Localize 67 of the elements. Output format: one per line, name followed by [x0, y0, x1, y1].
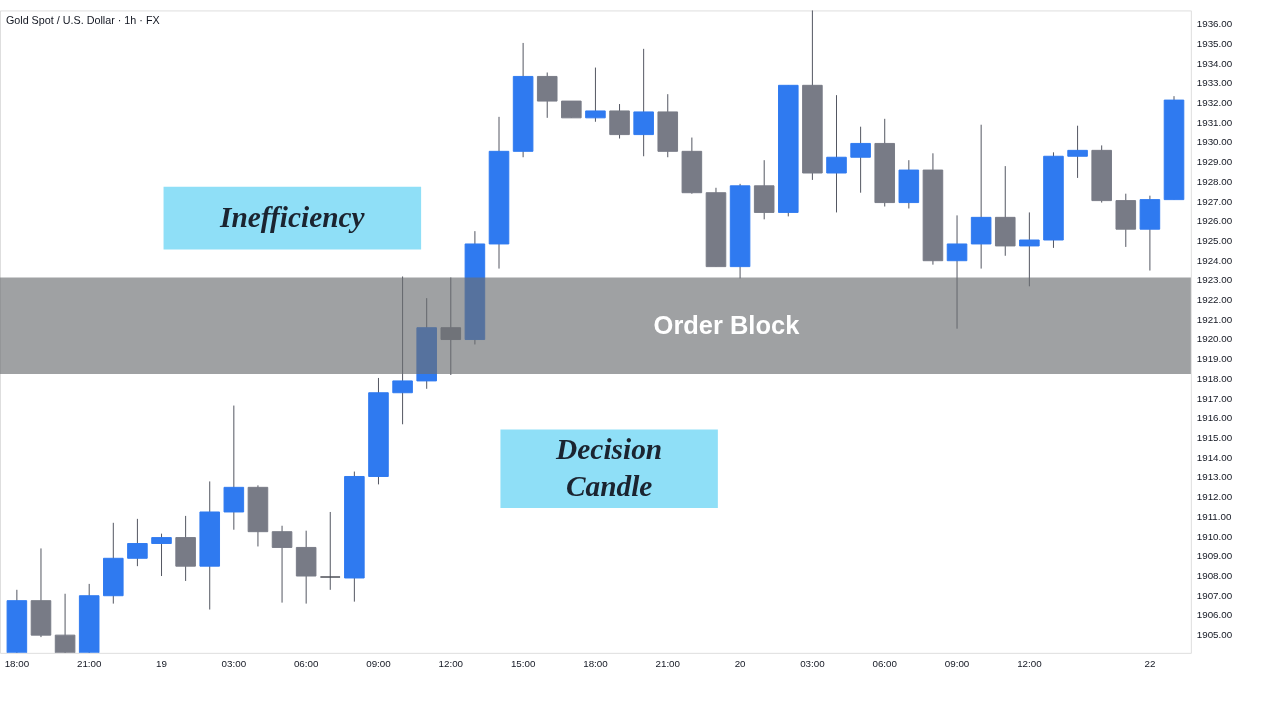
x-tick-label: 19 [156, 658, 167, 670]
x-tick-label: 21:00 [76, 658, 102, 670]
y-tick-label: 1911.00 [1196, 510, 1232, 522]
x-tick-label: 22 [1144, 658, 1156, 670]
y-tick-label: 1918.00 [1196, 372, 1233, 384]
y-tick-label: 1916.00 [1196, 412, 1233, 424]
x-tick-label: 18:00 [4, 658, 30, 670]
candlestick [440, 276, 462, 376]
x-tick-label: 06:00 [293, 658, 319, 670]
y-tick-label: 1930.00 [1196, 136, 1233, 148]
x-tick-label: 09:00 [366, 658, 392, 670]
y-tick-label: 1934.00 [1196, 57, 1233, 69]
candlestick [826, 94, 847, 213]
y-tick-label: 1913.00 [1196, 471, 1233, 483]
y-tick-label: 1929.00 [1196, 156, 1233, 168]
y-tick-label: 1931.00 [1196, 116, 1233, 128]
y-tick-label: 1926.00 [1196, 215, 1233, 227]
candlestick [271, 525, 293, 604]
x-tick-label: 12:00 [438, 658, 464, 670]
candlestick [127, 518, 148, 567]
x-tick-label: 03:00 [221, 658, 247, 670]
x-tick-label: 12:00 [1017, 658, 1043, 670]
y-tick-label: 1905.00 [1196, 629, 1233, 641]
candlestick [609, 103, 630, 140]
candlestick [319, 511, 341, 591]
y-tick-label: 1906.00 [1196, 609, 1233, 621]
y-tick-label: 1933.00 [1196, 77, 1233, 89]
candlestick [850, 126, 871, 194]
y-tick-label: 1920.00 [1196, 333, 1233, 345]
y-tick-label: 1921.00 [1196, 313, 1233, 325]
candlestick [633, 48, 654, 157]
candlestick [392, 275, 413, 425]
y-tick-label: 1914.00 [1196, 451, 1233, 463]
y-tick-label: 1925.00 [1196, 234, 1233, 246]
y-tick-label: 1935.00 [1196, 37, 1233, 49]
x-tick-label: 06:00 [872, 658, 898, 670]
y-tick-label: 1922.00 [1196, 294, 1233, 306]
x-tick-label: 03:00 [800, 658, 826, 670]
candlestick [1067, 125, 1088, 179]
y-tick-label: 1927.00 [1196, 195, 1233, 207]
y-tick-label: 1928.00 [1196, 175, 1233, 187]
y-tick-label: 1923.00 [1196, 274, 1233, 286]
y-tick-label: 1912.00 [1196, 491, 1233, 503]
x-tick-label: 15:00 [510, 658, 536, 670]
chart-title: Gold Spot / U.S. Dollar · 1h · FX [5, 14, 160, 27]
x-tick-label: 21:00 [655, 658, 681, 670]
x-tick-label: 09:00 [944, 658, 970, 670]
y-tick-label: 1909.00 [1196, 550, 1233, 562]
x-tick-label: 18:00 [583, 658, 609, 670]
y-tick-label: 1936.00 [1196, 18, 1233, 30]
y-tick-label: 1915.00 [1196, 432, 1233, 444]
annotation: Inefficiency [219, 200, 366, 233]
candlestick [151, 533, 172, 577]
y-tick-label: 1908.00 [1196, 569, 1233, 581]
x-tick-label: 20 [734, 658, 747, 670]
candlestick [585, 67, 606, 123]
annotation: Decision Candle [555, 432, 663, 503]
candlestick [54, 593, 76, 654]
y-tick-label: 1932.00 [1196, 96, 1233, 108]
y-tick-label: 1924.00 [1196, 254, 1233, 266]
y-tick-label: 1919.00 [1196, 353, 1233, 365]
y-tick-label: 1910.00 [1196, 530, 1233, 542]
band-label: Order Block [653, 310, 801, 339]
candlestick [946, 214, 968, 330]
candlestick [1019, 211, 1040, 287]
y-tick-label: 1907.00 [1196, 589, 1233, 601]
y-tick-label: 1917.00 [1196, 392, 1233, 404]
